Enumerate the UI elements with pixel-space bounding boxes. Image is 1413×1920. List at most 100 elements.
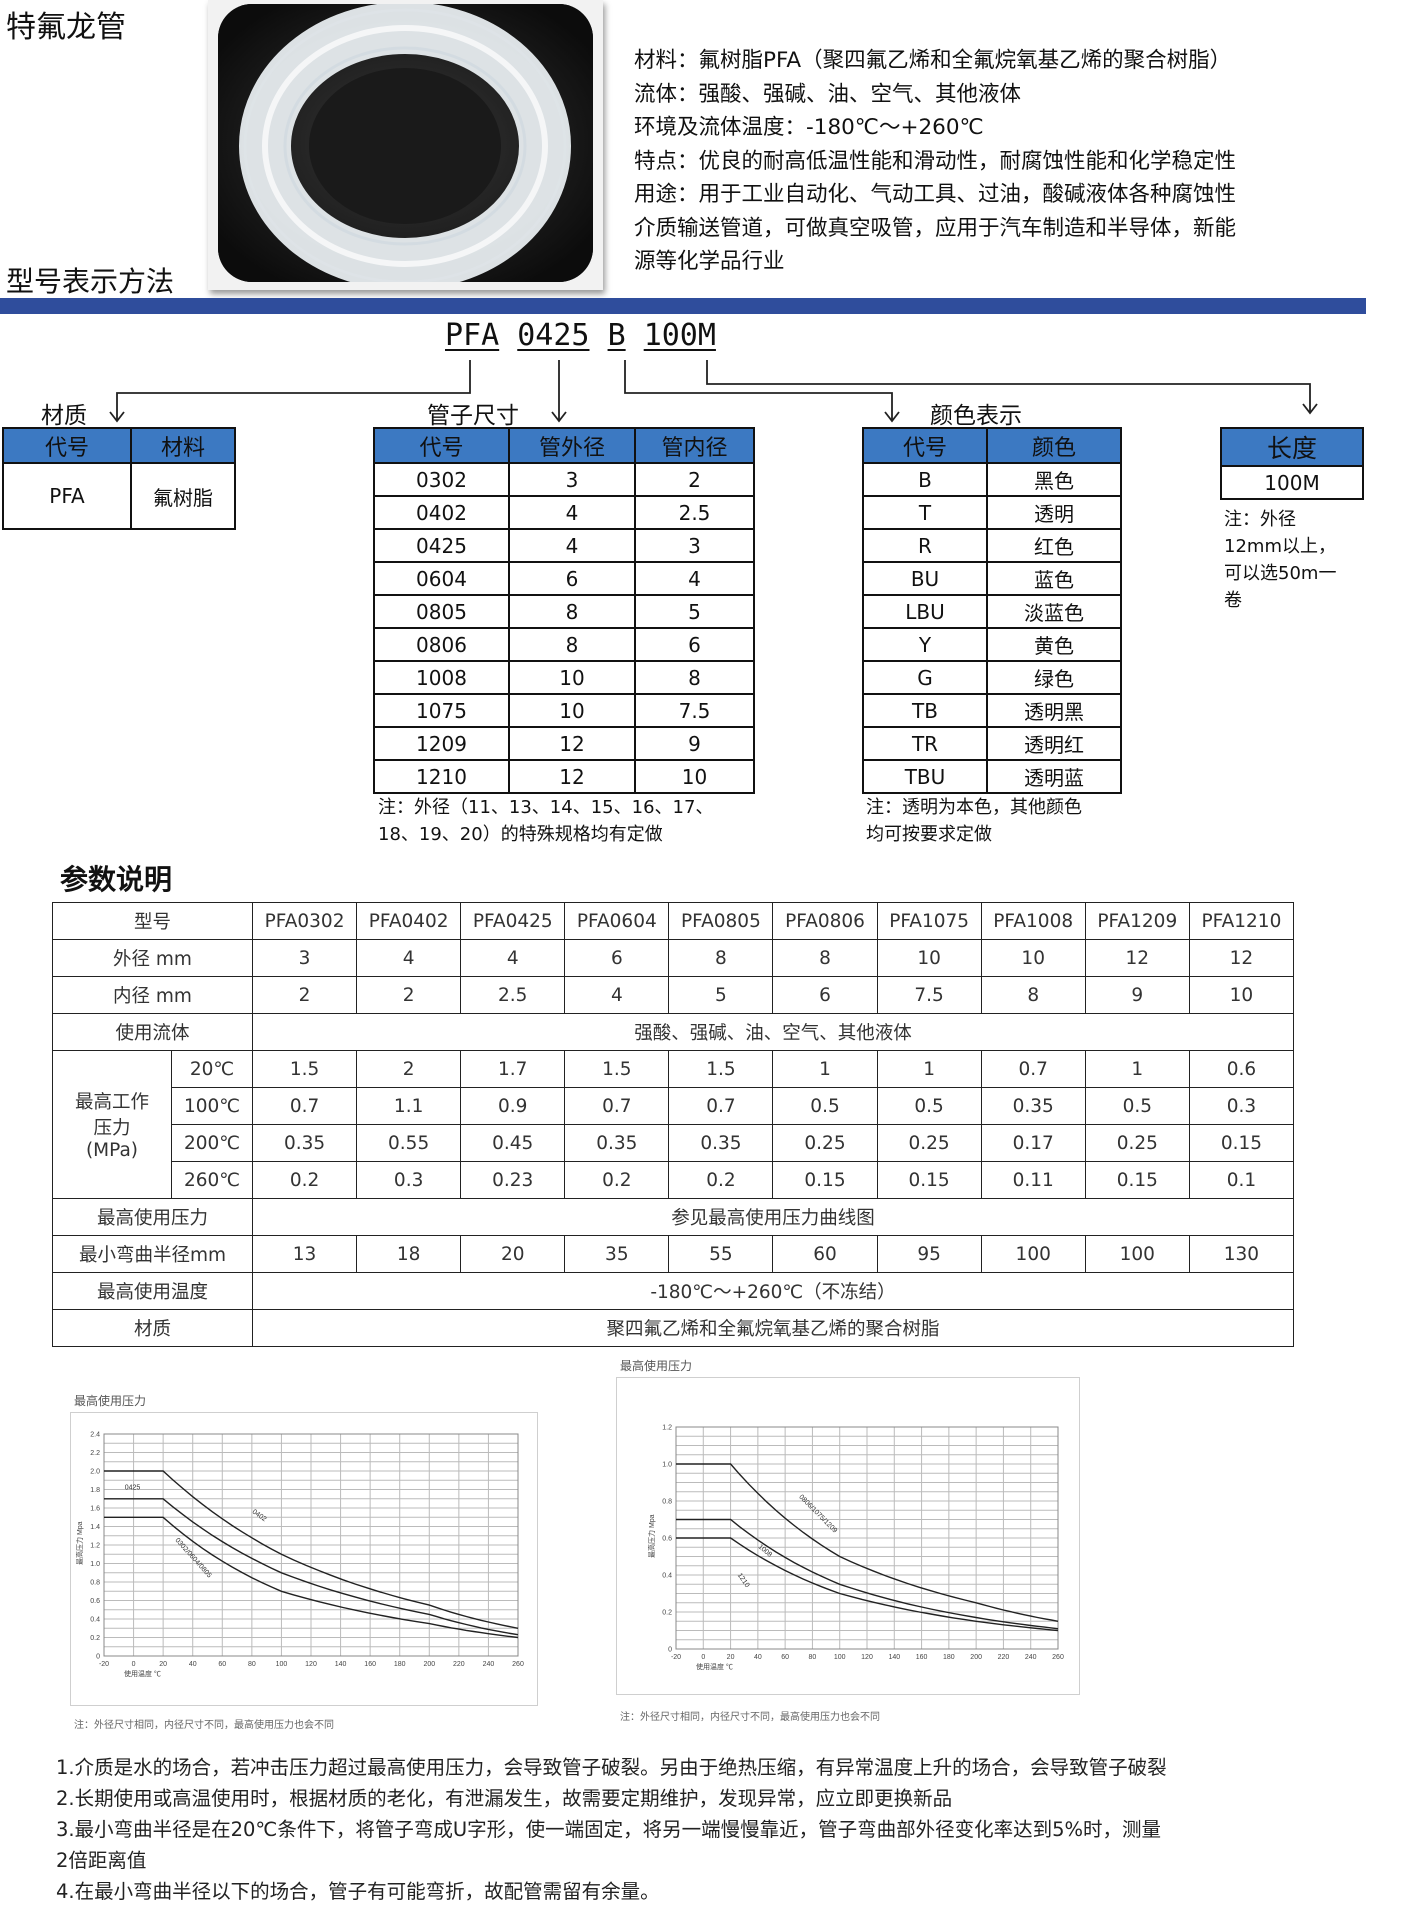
code-size: 0425 <box>517 318 590 353</box>
row-label: 最高使用压力 <box>52 1198 253 1236</box>
table-cell: 黄色 <box>986 627 1122 662</box>
table-cell: 0.15 <box>1188 1124 1295 1162</box>
table-cell: 1.5 <box>668 1050 774 1088</box>
y-tick-label: 0.2 <box>662 1610 672 1617</box>
table-cell: 0.1 <box>1188 1161 1295 1199</box>
x-tick-label: 140 <box>335 1661 347 1668</box>
table-cell: 0.23 <box>460 1161 566 1199</box>
table-row: 内径 mm 2 2 2.5 4 5 6 7.5 8 9 10 <box>52 976 1295 1014</box>
table-cell: 强酸、强碱、油、空气、其他液体 <box>252 1013 1294 1051</box>
table-header: 材料 <box>130 427 236 464</box>
table-cell: 6 <box>634 627 755 662</box>
table-cell: 7.5 <box>876 976 982 1014</box>
table-cell: 0.35 <box>251 1124 358 1162</box>
temp-cell: 260℃ <box>171 1161 253 1199</box>
table-cell: 1.7 <box>460 1050 566 1088</box>
usage-note: 2倍距离值 <box>56 1849 147 1872</box>
table-cell: 10 <box>634 759 755 794</box>
table-row: 型号 PFA0302 PFA0402 PFA0425 PFA0604 PFA0805 PFA… <box>52 902 1295 940</box>
size-table-note: 注：外径（11、13、14、15、16、17、 18、19、20）的特殊规格均有… <box>378 794 713 848</box>
table-row: TR 透明红 <box>862 726 1122 761</box>
table-cell: 0302 <box>373 462 510 497</box>
row-label: 内径 mm <box>52 976 253 1014</box>
table-cell: R <box>862 528 988 563</box>
x-tick-label: 200 <box>423 1661 435 1668</box>
table-cell: 4 <box>564 976 670 1014</box>
x-axis-label: 使用温度 ℃ <box>696 1662 733 1671</box>
table-row: 1075 10 7.5 <box>373 693 755 728</box>
table-cell: LBU <box>862 594 988 629</box>
table-cell: 13 <box>251 1235 358 1273</box>
size-table: 代号 管外径 管内径 0302 3 2 0402 4 2.5 0425 4 3 0604 6 4 080… <box>373 427 755 794</box>
series-label: 0425 <box>125 1485 141 1492</box>
table-cell: 1.1 <box>356 1087 462 1125</box>
table-cell: 0.17 <box>980 1124 1086 1162</box>
table-row: 最高使用压力 参见最高使用压力曲线图 <box>52 1198 1294 1236</box>
table-cell: 0.3 <box>1188 1087 1295 1125</box>
code-color: B <box>607 318 626 353</box>
table-cell: 淡蓝色 <box>986 594 1122 629</box>
series-line <box>104 1470 519 1629</box>
usage-note: 1.介质是水的场合，若冲击压力超过最高使用压力，会导致管子破裂。另由于绝热压缩，… <box>56 1756 1167 1779</box>
spec-features: 特点：优良的耐高低温性能和滑动性，耐腐蚀性能和化学稳定性 <box>634 148 1237 174</box>
spec-list: 材料：氟树脂PFA（聚四氟乙烯和全氟烷氧基乙烯的聚合树脂） 流体：强酸、强碱、油… <box>634 44 1354 279</box>
y-tick-label: 0.4 <box>662 1573 672 1580</box>
table-cell: 0604 <box>373 561 510 596</box>
y-tick-label: 1.0 <box>90 1561 100 1568</box>
spec-temperature: 环境及流体温度：-180℃～+260℃ <box>634 115 984 140</box>
y-tick-label: 1.2 <box>662 1425 672 1432</box>
table-cell: 0805 <box>373 594 510 629</box>
table-cell: 4 <box>460 939 566 977</box>
table-cell: 氟树脂 <box>130 462 236 530</box>
table-cell: 100M <box>1220 465 1364 500</box>
table-cell: 0.25 <box>772 1124 878 1162</box>
x-tick-label: 80 <box>248 1661 256 1668</box>
table-cell: 1 <box>876 1050 982 1088</box>
table-cell: 0.15 <box>876 1161 982 1199</box>
table-row: 最小弯曲半径mm 13 18 20 35 55 60 95 100 100 130 <box>52 1235 1295 1273</box>
length-table: 长度 100M <box>1220 427 1364 500</box>
y-tick-label: 2.4 <box>90 1432 100 1439</box>
table-cell: 10 <box>1188 976 1295 1014</box>
table-cell: 0.7 <box>564 1087 670 1125</box>
table-cell: 5 <box>668 976 774 1014</box>
chart2-title: 最高使用压力 <box>620 1359 693 1373</box>
table-cell: 3 <box>251 939 358 977</box>
table-cell: T <box>862 495 988 530</box>
table-cell: -180℃～+260℃（不冻结） <box>252 1272 1294 1310</box>
table-cell: 6 <box>508 561 636 596</box>
table-cell: 0.25 <box>1084 1124 1190 1162</box>
row-label-pressure: 最高工作 压力 (MPa) <box>52 1050 172 1199</box>
x-tick-label: 100 <box>276 1661 288 1668</box>
table-row: 0806 8 6 <box>373 627 755 662</box>
table-cell: 0.35 <box>564 1124 670 1162</box>
code-pointer-lines <box>109 360 1318 423</box>
table-cell: 1210 <box>373 759 510 794</box>
table-row: Y 黄色 <box>862 627 1122 662</box>
table-cell: 35 <box>564 1235 670 1273</box>
table-cell: PFA0604 <box>564 902 670 940</box>
table-cell: 100 <box>1084 1235 1190 1273</box>
table-cell: PFA0806 <box>772 902 878 940</box>
params-table: 型号 PFA0302 PFA0402 PFA0425 PFA0604 PFA0805 PFA… <box>52 902 1295 1347</box>
table-cell: PFA1209 <box>1084 902 1190 940</box>
table-cell: 2.5 <box>460 976 566 1014</box>
table-cell: 0.3 <box>356 1161 462 1199</box>
row-label-line: 压力 <box>93 1118 131 1139</box>
code-length: 100M <box>643 318 716 353</box>
table-cell: 0.9 <box>460 1087 566 1125</box>
table-row: 使用流体 强酸、强碱、油、空气、其他液体 <box>52 1013 1294 1051</box>
table-row: LBU 淡蓝色 <box>862 594 1122 629</box>
product-photo <box>208 0 603 290</box>
x-tick-label: 100 <box>834 1654 846 1661</box>
table-cell: 1.5 <box>564 1050 670 1088</box>
table-cell: PFA <box>2 462 132 530</box>
table-row: 1210 12 10 <box>373 759 755 794</box>
table-cell: 9 <box>634 726 755 761</box>
table-row: 材质 聚四氟乙烯和全氟烷氧基乙烯的聚合树脂 <box>52 1309 1294 1347</box>
pressure-chart-2: -20 0 20 40 60 80 100 120 140 160 180 200 220 240 2600… <box>616 1377 1080 1695</box>
table-cell: 10 <box>508 660 636 695</box>
table-row: TBU 透明蓝 <box>862 759 1122 794</box>
x-tick-label: 0 <box>132 1661 136 1668</box>
table-cell: G <box>862 660 988 695</box>
